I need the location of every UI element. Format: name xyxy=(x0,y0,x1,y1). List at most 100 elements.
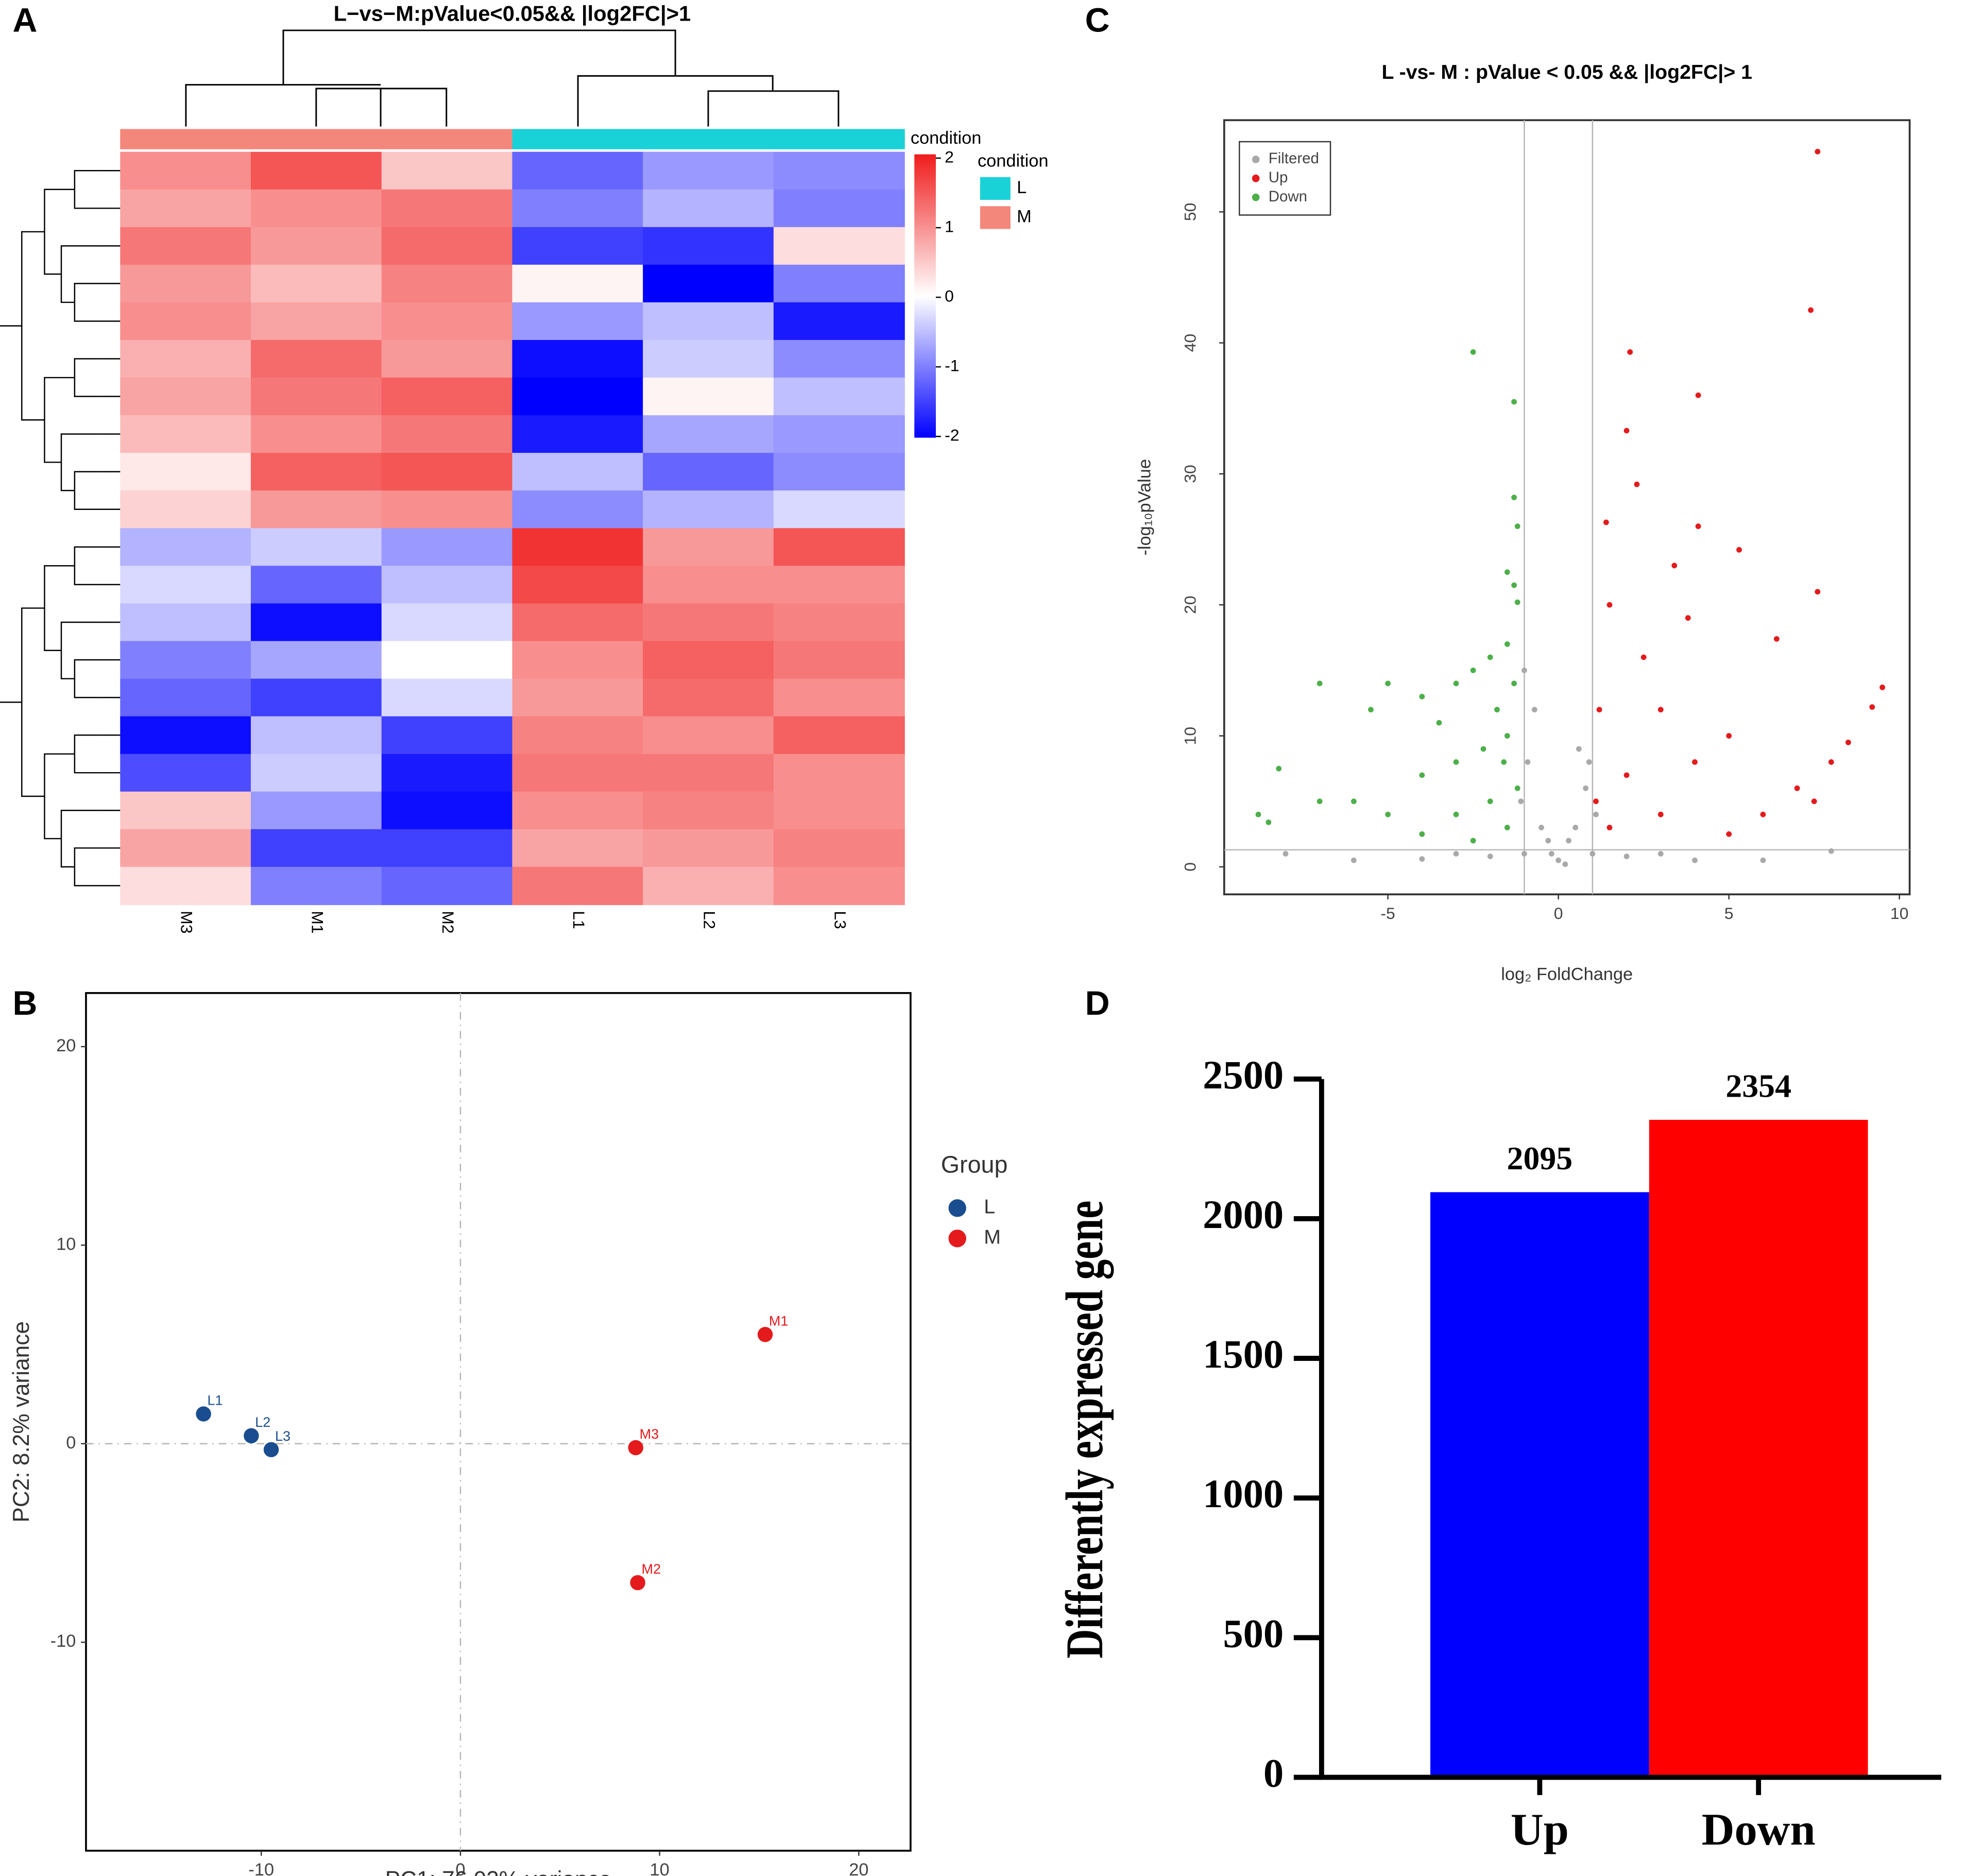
heatmap-cell xyxy=(512,829,644,868)
point xyxy=(1545,838,1551,844)
x-tick-label: -5 xyxy=(1380,904,1395,923)
heatmap-cell xyxy=(250,340,382,379)
point xyxy=(1522,668,1527,673)
point xyxy=(1815,589,1821,595)
point xyxy=(1811,798,1817,805)
heatmap-cell xyxy=(643,866,775,906)
value-label: 2095 xyxy=(1507,1140,1573,1176)
point xyxy=(1828,848,1834,854)
point xyxy=(1419,772,1425,778)
point xyxy=(1518,798,1524,805)
y-tick-label: 20 xyxy=(1181,595,1199,614)
point xyxy=(244,1428,259,1444)
point xyxy=(1487,654,1493,660)
point xyxy=(1317,798,1323,805)
heatmap-cell xyxy=(512,302,644,341)
x-tick-label: 5 xyxy=(1724,904,1734,923)
point xyxy=(1773,636,1780,642)
y-tick-label: 500 xyxy=(1223,1611,1284,1656)
heatmap-cell xyxy=(773,189,905,228)
point xyxy=(1623,428,1630,434)
point xyxy=(1657,707,1664,713)
row-dendrogram xyxy=(44,189,75,275)
heatmap-cell xyxy=(250,829,382,868)
row-dendrogram xyxy=(74,659,98,698)
point xyxy=(1548,851,1554,857)
row-dendrogram xyxy=(21,231,45,421)
legend-label: Up xyxy=(1269,169,1288,186)
heatmap-cell xyxy=(512,453,644,491)
point xyxy=(1538,825,1544,830)
heatmap-cell xyxy=(250,866,382,906)
point xyxy=(1266,820,1272,825)
column-label: L1 xyxy=(570,911,588,929)
heatmap-cell xyxy=(773,791,905,830)
heatmap-cell xyxy=(512,415,644,454)
heatmap-cell xyxy=(512,791,644,830)
x-tick-label: 10 xyxy=(1890,904,1908,923)
panel-letter: D xyxy=(1085,984,1110,1022)
heatmap-cell xyxy=(250,189,382,228)
heatmap-cell xyxy=(381,415,513,454)
heatmap-cell xyxy=(381,566,513,604)
bar xyxy=(1430,1192,1649,1778)
legend-marker xyxy=(1252,174,1260,182)
point xyxy=(1623,854,1630,859)
heatmap-cell xyxy=(643,754,775,792)
column-dendrogram xyxy=(185,29,840,127)
heatmap-cell xyxy=(250,791,382,830)
heatmap-cell xyxy=(773,716,905,755)
point xyxy=(1531,707,1537,713)
point xyxy=(1514,599,1520,605)
heatmap-cell xyxy=(250,453,382,491)
legend-label: Down xyxy=(1269,188,1307,205)
x-axis-label: PC1: 76.02% variance xyxy=(385,1867,612,1876)
x-tick-label: Up xyxy=(1511,1804,1569,1855)
legend-swatch xyxy=(980,206,1011,229)
point-label: M3 xyxy=(640,1426,659,1442)
heatmap-cell xyxy=(512,716,644,755)
heatmap-cell xyxy=(120,528,252,567)
heatmap-cell xyxy=(773,378,905,416)
x-tick-label: Down xyxy=(1702,1804,1816,1855)
point xyxy=(1480,746,1486,752)
heatmap-cell xyxy=(381,264,513,303)
heatmap-cell xyxy=(381,453,513,491)
y-tick-label: 20 xyxy=(56,1036,76,1055)
point xyxy=(1726,831,1732,837)
point xyxy=(1511,494,1517,501)
heatmap-cell xyxy=(120,866,252,906)
heatmap-cell xyxy=(120,264,252,303)
y-tick-label: 2000 xyxy=(1203,1192,1284,1237)
heatmap-cell xyxy=(643,302,775,341)
heatmap-cell xyxy=(120,678,252,717)
point xyxy=(1511,582,1517,588)
point xyxy=(1566,838,1571,844)
row-dendrogram xyxy=(60,621,98,679)
point xyxy=(1603,519,1609,525)
colorbar-label: 1 xyxy=(945,217,954,235)
point xyxy=(1453,759,1459,765)
colorbar-label: -1 xyxy=(945,356,959,375)
heatmap-cell xyxy=(250,678,382,717)
point xyxy=(1436,720,1442,726)
point xyxy=(1453,851,1459,857)
point xyxy=(1501,759,1507,765)
heatmap-cell xyxy=(381,866,513,906)
heatmap-cell xyxy=(381,302,513,341)
heatmap-cell xyxy=(381,528,513,567)
point xyxy=(1695,392,1701,398)
legend-label: L xyxy=(984,1196,995,1218)
heatmap-cell xyxy=(773,490,905,529)
y-axis-label: Differently expressed gene xyxy=(1055,1201,1114,1659)
heatmap-cell xyxy=(773,603,905,642)
y-tick-label: 50 xyxy=(1181,203,1199,221)
heatmap-cell xyxy=(381,490,513,529)
y-tick-label: 0 xyxy=(66,1433,76,1453)
row-dendrogram xyxy=(44,377,75,463)
heatmap-cell xyxy=(773,829,905,868)
point xyxy=(1583,785,1589,791)
row-dendrogram xyxy=(44,753,75,840)
colorbar xyxy=(914,154,936,438)
point xyxy=(1593,798,1599,805)
